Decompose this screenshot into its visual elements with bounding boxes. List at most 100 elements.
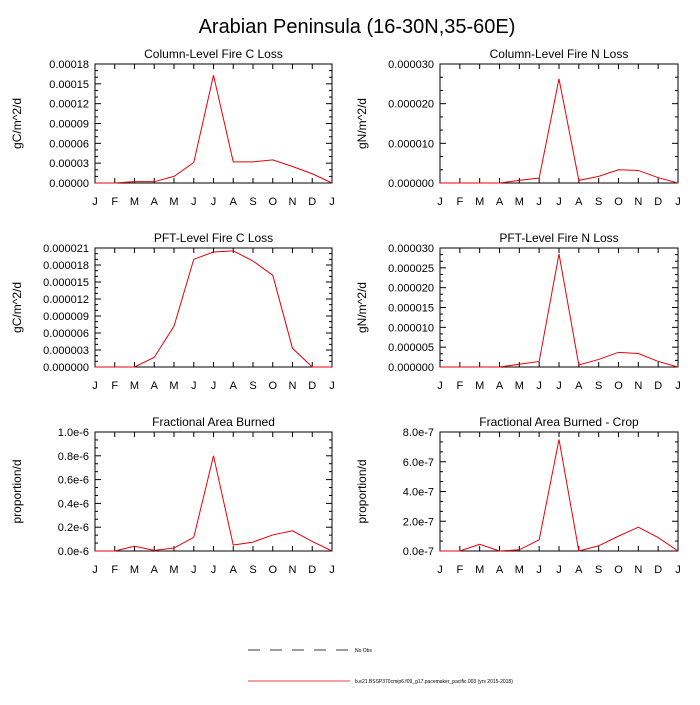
x-tick-label: A xyxy=(151,196,159,208)
x-tick-label: M xyxy=(130,196,139,208)
y-tick-label: 0.4e-6 xyxy=(58,498,89,510)
y-axis-label: proportion/d xyxy=(10,459,24,523)
x-tick-label: N xyxy=(289,380,297,392)
x-tick-label: F xyxy=(111,196,118,208)
x-tick-label: M xyxy=(475,196,484,208)
x-tick-label: J xyxy=(675,380,681,392)
panel-title: PFT-Level Fire N Loss xyxy=(499,231,618,245)
x-tick-label: A xyxy=(575,380,583,392)
x-tick-label: D xyxy=(654,196,662,208)
x-tick-label: J xyxy=(92,196,98,208)
y-tick-label: 0.000012 xyxy=(43,294,89,306)
y-tick-label: 0.000010 xyxy=(388,138,434,150)
x-tick-label: O xyxy=(268,196,277,208)
y-tick-label: 0.00009 xyxy=(49,119,89,131)
x-tick-label: A xyxy=(230,380,238,392)
panel-title: PFT-Level Fire C Loss xyxy=(154,231,273,245)
plot-frame xyxy=(440,64,678,183)
y-tick-label: 2.0e-7 xyxy=(403,516,434,528)
x-tick-label: D xyxy=(654,564,662,576)
y-tick-label: 0.000030 xyxy=(388,59,434,71)
y-tick-label: 0.00018 xyxy=(49,59,89,71)
x-tick-label: J xyxy=(329,380,335,392)
x-tick-label: N xyxy=(289,196,297,208)
x-tick-label: N xyxy=(634,380,642,392)
y-tick-label: 0.000003 xyxy=(43,345,89,357)
x-tick-label: F xyxy=(456,564,463,576)
plot-frame xyxy=(440,248,678,367)
y-tick-label: 0.000021 xyxy=(43,243,89,255)
x-tick-label: D xyxy=(308,380,316,392)
legend: No Obs b.e21.BSSP370cmip6.f09_g17.pacema… xyxy=(248,648,513,685)
y-axis-label: gN/m^2/d xyxy=(355,98,369,149)
x-tick-label: A xyxy=(496,196,504,208)
x-tick-label: J xyxy=(536,196,542,208)
y-tick-label: 0.000025 xyxy=(388,263,434,275)
legend-obs-label: No Obs xyxy=(355,648,372,654)
x-tick-label: J xyxy=(437,380,443,392)
plot-frame xyxy=(95,248,332,367)
x-tick-label: O xyxy=(268,564,277,576)
series-line xyxy=(440,439,678,551)
y-tick-label: 0.000020 xyxy=(388,99,434,111)
y-tick-label: 0.00015 xyxy=(49,79,89,91)
main-title: Arabian Peninsula (16-30N,35-60E) xyxy=(199,16,516,38)
y-axis-label: proportion/d xyxy=(355,459,369,523)
x-tick-label: J xyxy=(536,564,542,576)
x-tick-label: A xyxy=(230,196,238,208)
x-tick-label: D xyxy=(308,196,316,208)
x-tick-label: M xyxy=(515,380,524,392)
series-line xyxy=(95,75,332,183)
y-axis-label: gC/m^2/d xyxy=(10,98,24,149)
x-tick-label: O xyxy=(614,380,623,392)
x-tick-label: J xyxy=(191,564,197,576)
x-tick-label: J xyxy=(211,380,217,392)
y-tick-label: 0.0e-6 xyxy=(58,546,89,558)
legend-model-label: b.e21.BSSP370cmip6.f09_g17.pacemaker_pac… xyxy=(355,679,513,685)
x-tick-label: A xyxy=(230,564,238,576)
x-tick-label: F xyxy=(456,380,463,392)
y-axis-label: gC/m^2/d xyxy=(10,282,24,333)
y-tick-label: 1.0e-6 xyxy=(58,427,89,439)
y-tick-label: 0.000000 xyxy=(43,362,89,374)
panel-title: Column-Level Fire C Loss xyxy=(144,47,283,61)
x-tick-label: F xyxy=(456,196,463,208)
x-tick-label: J xyxy=(556,380,562,392)
x-tick-label: A xyxy=(496,380,504,392)
panel-title: Fractional Area Burned - Crop xyxy=(479,415,639,429)
x-tick-label: M xyxy=(169,380,178,392)
x-tick-label: F xyxy=(111,380,118,392)
x-tick-label: N xyxy=(289,564,297,576)
x-tick-label: N xyxy=(634,196,642,208)
x-tick-label: S xyxy=(595,380,602,392)
y-tick-label: 0.000005 xyxy=(388,342,434,354)
y-tick-label: 0.000015 xyxy=(43,277,89,289)
y-axis-label: gN/m^2/d xyxy=(355,282,369,333)
x-tick-label: M xyxy=(515,564,524,576)
y-tick-label: 0.000010 xyxy=(388,322,434,334)
x-tick-label: M xyxy=(169,564,178,576)
x-tick-label: J xyxy=(556,196,562,208)
x-tick-label: M xyxy=(169,196,178,208)
y-tick-label: 0.6e-6 xyxy=(58,475,89,487)
panel-title: Fractional Area Burned xyxy=(152,415,275,429)
panel-title: Column-Level Fire N Loss xyxy=(490,47,629,61)
x-tick-label: M xyxy=(130,564,139,576)
x-tick-label: M xyxy=(475,564,484,576)
x-tick-label: M xyxy=(475,380,484,392)
x-tick-label: J xyxy=(675,196,681,208)
x-tick-label: N xyxy=(634,564,642,576)
x-tick-label: D xyxy=(308,564,316,576)
x-tick-label: A xyxy=(151,564,159,576)
x-tick-label: A xyxy=(496,564,504,576)
series-line xyxy=(440,254,678,367)
x-tick-label: S xyxy=(249,196,256,208)
x-tick-label: S xyxy=(249,380,256,392)
x-tick-label: J xyxy=(191,196,197,208)
x-tick-label: J xyxy=(92,564,98,576)
